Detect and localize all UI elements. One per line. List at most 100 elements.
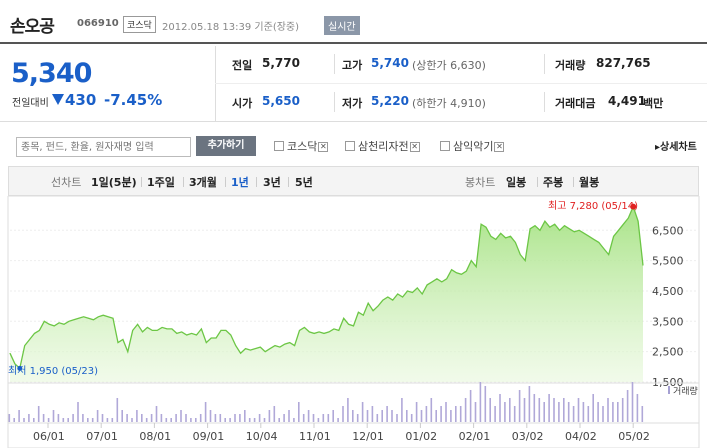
divider bbox=[573, 177, 574, 187]
volume-bar bbox=[307, 410, 310, 422]
volume-bar bbox=[499, 394, 501, 422]
low-marker bbox=[17, 365, 23, 371]
volume-bar bbox=[415, 402, 418, 422]
y-tick-label: 6,500 bbox=[652, 224, 684, 237]
volume-bar bbox=[371, 406, 374, 422]
volume-bar bbox=[224, 418, 226, 422]
volume-bar bbox=[195, 418, 197, 422]
amount-label: 거래대금 bbox=[555, 97, 596, 110]
volume-legend-label: 거래량 bbox=[673, 385, 698, 397]
high-label: 고가 bbox=[342, 59, 363, 72]
volume-bar bbox=[106, 418, 109, 422]
volume-legend-icon bbox=[668, 386, 670, 394]
tab-1week[interactable]: 1주일 bbox=[147, 176, 175, 189]
volume-bar bbox=[204, 402, 207, 422]
checkbox[interactable] bbox=[274, 141, 284, 151]
volume-bar bbox=[347, 398, 349, 422]
volume-bar bbox=[406, 410, 408, 422]
volume-bar bbox=[484, 386, 487, 422]
tab-3year[interactable]: 3년 bbox=[263, 176, 281, 189]
x-tick-label: 07/01 bbox=[86, 430, 118, 443]
volume-bar bbox=[582, 402, 585, 422]
divider bbox=[215, 83, 707, 84]
checkbox[interactable] bbox=[345, 141, 355, 151]
volume-bar bbox=[464, 398, 467, 422]
volume-bar bbox=[248, 418, 251, 422]
compare-item-samchuly[interactable]: 삼천리자전 ✕ bbox=[345, 138, 420, 154]
volume-bar bbox=[141, 414, 143, 422]
y-tick-label: 3,500 bbox=[652, 315, 684, 328]
current-price: 5,340 bbox=[11, 58, 92, 89]
volume-bar bbox=[567, 402, 570, 422]
volume-bar bbox=[244, 410, 246, 422]
volume-bar bbox=[577, 398, 580, 422]
volume-bar bbox=[401, 398, 403, 422]
volume-bar bbox=[219, 414, 222, 422]
volume-bar bbox=[111, 418, 114, 422]
volume-bar bbox=[273, 406, 276, 422]
realtime-button[interactable]: 실시간 bbox=[324, 16, 360, 35]
volume-bar bbox=[617, 402, 619, 422]
volume-bar bbox=[366, 410, 369, 422]
volume-bar bbox=[82, 414, 84, 422]
volume-bar bbox=[190, 418, 192, 422]
volume-bar bbox=[145, 418, 148, 422]
checkbox[interactable] bbox=[440, 141, 450, 151]
divider bbox=[537, 177, 538, 187]
volume-bar bbox=[150, 414, 153, 422]
divider bbox=[215, 46, 216, 122]
x-tick-label: 11/01 bbox=[299, 430, 331, 443]
tab-monthly[interactable]: 월봉 bbox=[579, 176, 600, 189]
divider bbox=[544, 54, 545, 74]
low-label: 최저 1,950 (05/23) bbox=[8, 365, 98, 377]
tab-5year[interactable]: 5년 bbox=[295, 176, 313, 189]
volume-bar bbox=[126, 414, 128, 422]
volume-bar bbox=[337, 418, 339, 422]
volume-bar bbox=[199, 414, 202, 422]
open-label: 시가 bbox=[232, 97, 253, 110]
x-tick-label: 08/01 bbox=[139, 430, 171, 443]
tab-1day[interactable]: 1일(5분) bbox=[91, 176, 137, 189]
volume-bar bbox=[263, 418, 266, 422]
volume-bar bbox=[425, 406, 428, 422]
compare-item-label: 코스닥 bbox=[287, 140, 318, 153]
volume-bar bbox=[548, 394, 550, 422]
volume-bar bbox=[572, 406, 575, 422]
compare-item-kosdaq[interactable]: 코스닥 ✕ bbox=[274, 138, 329, 154]
volume-bar bbox=[33, 418, 35, 422]
tab-daily[interactable]: 일봉 bbox=[506, 176, 527, 189]
volume-bar bbox=[214, 414, 217, 422]
tab-3month[interactable]: 3개월 bbox=[189, 176, 217, 189]
compare-search-input[interactable] bbox=[16, 137, 191, 157]
volume-bar bbox=[28, 414, 30, 422]
tab-1year[interactable]: 1년 bbox=[231, 176, 249, 189]
divider bbox=[141, 177, 142, 187]
remove-icon[interactable]: ✕ bbox=[318, 142, 329, 152]
compare-item-samick[interactable]: 삼익악기 ✕ bbox=[440, 138, 505, 154]
volume-bar bbox=[626, 390, 629, 422]
remove-icon[interactable]: ✕ bbox=[409, 142, 420, 152]
price-line bbox=[9, 204, 644, 370]
change-amount: 430 bbox=[65, 91, 97, 109]
volume-bar bbox=[494, 406, 496, 422]
change-percent: -7.45% bbox=[104, 91, 163, 109]
detail-chart-label: 상세차트 bbox=[660, 142, 697, 153]
volume-value: 827,765 bbox=[596, 56, 651, 70]
volume-bar bbox=[258, 414, 261, 422]
volume-bar bbox=[612, 402, 614, 422]
remove-icon[interactable]: ✕ bbox=[494, 142, 505, 152]
prev-close-value: 5,770 bbox=[262, 56, 300, 70]
x-tick-label: 06/01 bbox=[33, 430, 65, 443]
tab-weekly[interactable]: 주봉 bbox=[543, 176, 564, 189]
volume-bar bbox=[13, 418, 15, 422]
volume-bar bbox=[121, 410, 123, 422]
detail-chart-link[interactable]: ▸상세차트 bbox=[655, 142, 697, 153]
volume-bar bbox=[440, 406, 442, 422]
volume-bar bbox=[23, 418, 25, 422]
volume-bar bbox=[356, 414, 359, 422]
volume-bar bbox=[597, 402, 599, 422]
add-compare-button[interactable]: 추가하기 bbox=[196, 136, 256, 156]
lower-limit: (하한가 4,910) bbox=[412, 97, 486, 110]
y-tick-label: 2,500 bbox=[652, 346, 684, 359]
volume-bar bbox=[538, 398, 541, 422]
